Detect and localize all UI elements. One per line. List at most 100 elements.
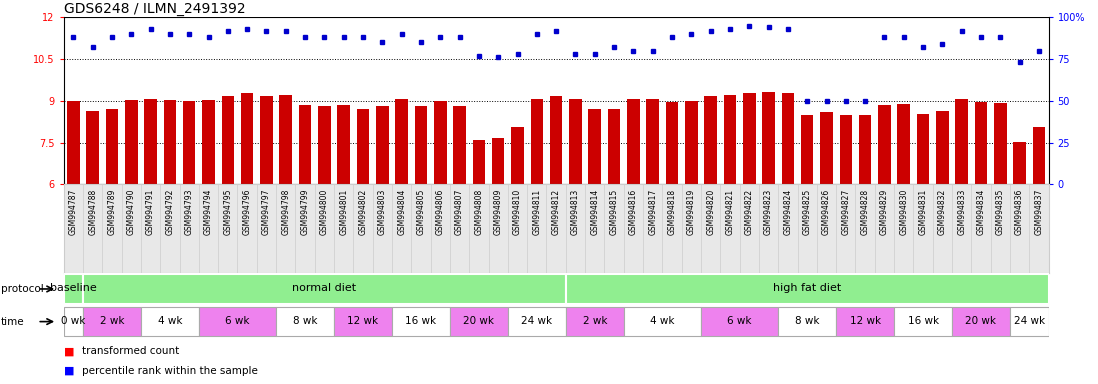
Text: time: time — [1, 316, 25, 327]
Text: GSM994799: GSM994799 — [301, 189, 310, 235]
Text: GSM994807: GSM994807 — [455, 189, 464, 235]
Bar — [67, 101, 80, 184]
Bar — [164, 100, 176, 184]
Text: 20 wk: 20 wk — [965, 316, 997, 326]
Bar — [125, 100, 137, 184]
Text: 12 wk: 12 wk — [850, 316, 881, 326]
Bar — [975, 102, 987, 184]
Text: 2 wk: 2 wk — [583, 316, 607, 326]
Bar — [337, 105, 350, 184]
Text: 6 wk: 6 wk — [727, 316, 752, 326]
Bar — [894, 307, 952, 336]
Text: GSM994835: GSM994835 — [996, 189, 1005, 235]
Bar — [800, 115, 814, 184]
Bar — [64, 307, 83, 336]
Bar — [878, 105, 890, 184]
Text: GSM994811: GSM994811 — [533, 189, 541, 235]
Text: GSM994787: GSM994787 — [69, 189, 78, 235]
Bar — [240, 93, 254, 184]
Text: GSM994822: GSM994822 — [744, 189, 753, 235]
Text: GSM994809: GSM994809 — [494, 189, 503, 235]
Bar — [840, 115, 852, 184]
Text: GSM994808: GSM994808 — [474, 189, 483, 235]
Bar — [589, 109, 601, 184]
Text: GSM994827: GSM994827 — [841, 189, 850, 235]
Text: GSM994816: GSM994816 — [629, 189, 638, 235]
Text: GSM994818: GSM994818 — [668, 189, 676, 235]
Bar — [665, 102, 679, 184]
Text: transformed count: transformed count — [82, 346, 180, 356]
Bar — [1010, 307, 1049, 336]
Bar — [743, 93, 755, 184]
Bar — [472, 140, 485, 184]
Bar — [955, 99, 968, 184]
Bar — [299, 105, 312, 184]
Text: protocol: protocol — [1, 284, 44, 294]
Text: GSM994820: GSM994820 — [706, 189, 715, 235]
Text: GSM994817: GSM994817 — [648, 189, 658, 235]
Text: GSM994813: GSM994813 — [571, 189, 580, 235]
Text: GSM994826: GSM994826 — [822, 189, 831, 235]
Bar — [550, 96, 562, 184]
Bar — [450, 307, 508, 336]
Bar — [685, 101, 697, 184]
Bar — [859, 115, 872, 184]
Bar — [415, 106, 427, 184]
Text: GSM994794: GSM994794 — [204, 189, 213, 235]
Bar — [569, 99, 582, 184]
Text: GSM994819: GSM994819 — [687, 189, 696, 235]
Text: 4 wk: 4 wk — [650, 316, 674, 326]
Text: 6 wk: 6 wk — [225, 316, 249, 326]
Text: 20 wk: 20 wk — [463, 316, 494, 326]
Bar — [627, 99, 640, 184]
Bar — [392, 307, 450, 336]
Bar — [318, 106, 330, 184]
Text: ■: ■ — [64, 366, 75, 376]
Text: GSM994832: GSM994832 — [938, 189, 946, 235]
Text: GSM994803: GSM994803 — [378, 189, 386, 235]
Text: GSM994831: GSM994831 — [919, 189, 928, 235]
Bar — [141, 307, 199, 336]
Bar — [952, 307, 1010, 336]
Text: 16 wk: 16 wk — [908, 316, 939, 326]
Bar — [897, 104, 910, 184]
Bar — [994, 103, 1007, 184]
Text: GSM994792: GSM994792 — [166, 189, 175, 235]
Text: GSM994802: GSM994802 — [359, 189, 368, 235]
Text: GSM994821: GSM994821 — [726, 189, 735, 235]
Text: 8 wk: 8 wk — [795, 316, 819, 326]
Bar — [105, 109, 119, 184]
Text: GSM994825: GSM994825 — [803, 189, 811, 235]
Text: GSM994812: GSM994812 — [551, 189, 561, 235]
Bar — [565, 307, 624, 336]
Bar — [1032, 127, 1045, 184]
Text: GSM994796: GSM994796 — [243, 189, 251, 235]
Text: GSM994837: GSM994837 — [1034, 189, 1043, 235]
Text: GDS6248 / ILMN_2491392: GDS6248 / ILMN_2491392 — [64, 2, 245, 16]
Text: GSM994815: GSM994815 — [609, 189, 618, 235]
Bar — [937, 111, 949, 184]
Bar — [199, 307, 276, 336]
Text: GSM994834: GSM994834 — [976, 189, 986, 235]
Text: GSM994793: GSM994793 — [184, 189, 193, 235]
Bar — [1013, 142, 1026, 184]
Text: GSM994810: GSM994810 — [513, 189, 522, 235]
Bar — [222, 96, 234, 184]
Bar — [280, 95, 292, 184]
Bar — [820, 112, 832, 184]
Bar — [202, 100, 215, 184]
Bar — [724, 95, 737, 184]
Bar — [624, 307, 701, 336]
Text: 0 wk: 0 wk — [61, 316, 86, 326]
Text: percentile rank within the sample: percentile rank within the sample — [82, 366, 258, 376]
Text: 2 wk: 2 wk — [100, 316, 124, 326]
Text: 24 wk: 24 wk — [522, 316, 552, 326]
Bar — [83, 307, 141, 336]
Bar — [395, 99, 408, 184]
Bar — [183, 101, 195, 184]
Text: GSM994823: GSM994823 — [764, 189, 773, 235]
Text: GSM994798: GSM994798 — [281, 189, 290, 235]
Text: GSM994833: GSM994833 — [957, 189, 966, 235]
Bar — [508, 307, 565, 336]
Bar — [357, 109, 369, 184]
